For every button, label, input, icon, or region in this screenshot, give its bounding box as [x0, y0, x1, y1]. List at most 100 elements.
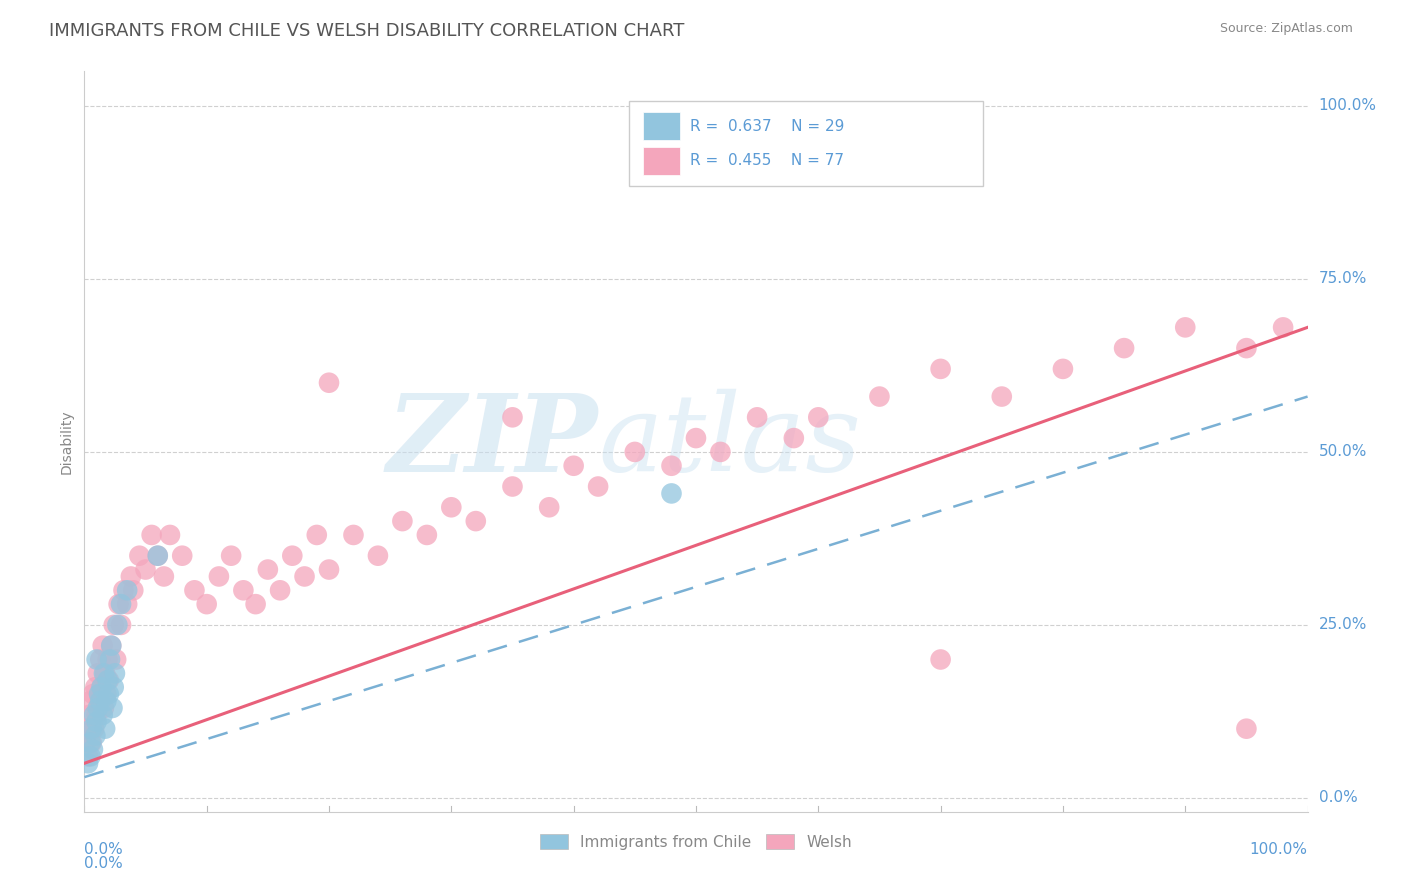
Point — [1236, 341, 1258, 355]
Point — [83, 722, 105, 736]
Text: ZIP: ZIP — [387, 389, 598, 494]
Y-axis label: Disability: Disability — [59, 409, 73, 474]
Point — [159, 528, 181, 542]
Point — [269, 583, 291, 598]
Point — [91, 639, 114, 653]
Point — [96, 694, 118, 708]
Point — [82, 687, 104, 701]
Point — [991, 390, 1014, 404]
Point — [101, 701, 124, 715]
Point — [1272, 320, 1295, 334]
FancyBboxPatch shape — [628, 101, 983, 186]
Point — [929, 362, 952, 376]
Point — [502, 410, 524, 425]
Point — [93, 666, 115, 681]
Point — [257, 563, 280, 577]
Point — [79, 749, 101, 764]
Point — [97, 673, 120, 688]
Bar — [644, 147, 681, 175]
Text: 75.0%: 75.0% — [1319, 271, 1367, 286]
Point — [91, 707, 114, 722]
Text: Source: ZipAtlas.com: Source: ZipAtlas.com — [1219, 22, 1353, 36]
Point — [97, 687, 120, 701]
Point — [1114, 341, 1136, 355]
Text: 0.0%: 0.0% — [84, 842, 124, 857]
Point — [107, 597, 129, 611]
Point — [929, 652, 952, 666]
Point — [94, 722, 117, 736]
Point — [146, 549, 169, 563]
Point — [747, 410, 769, 425]
Point — [97, 652, 120, 666]
Point — [110, 597, 132, 611]
Point — [416, 528, 439, 542]
Point — [103, 680, 125, 694]
Point — [135, 563, 157, 577]
Text: 100.0%: 100.0% — [1250, 842, 1308, 857]
Point — [153, 569, 176, 583]
Point — [80, 735, 103, 749]
Point — [84, 680, 107, 694]
Point — [783, 431, 806, 445]
Bar — [644, 112, 681, 140]
Text: 0.0%: 0.0% — [1319, 790, 1357, 805]
Point — [146, 549, 169, 563]
Point — [367, 549, 389, 563]
Point — [80, 722, 103, 736]
Point — [86, 714, 108, 729]
Point — [100, 639, 122, 653]
Point — [709, 445, 731, 459]
Point — [75, 735, 97, 749]
Point — [305, 528, 328, 542]
Point — [141, 528, 163, 542]
Point — [94, 666, 117, 681]
Point — [105, 618, 128, 632]
Point — [661, 458, 683, 473]
Point — [624, 445, 647, 459]
Point — [89, 694, 111, 708]
Point — [318, 563, 340, 577]
Point — [77, 749, 100, 764]
Legend: Immigrants from Chile, Welsh: Immigrants from Chile, Welsh — [534, 828, 858, 856]
Point — [76, 722, 98, 736]
Point — [586, 479, 609, 493]
Point — [183, 583, 205, 598]
Point — [86, 652, 108, 666]
Text: 50.0%: 50.0% — [1319, 444, 1367, 459]
Point — [122, 583, 145, 598]
Point — [172, 549, 194, 563]
Point — [96, 687, 118, 701]
Point — [105, 652, 128, 666]
Point — [77, 707, 100, 722]
Point — [464, 514, 486, 528]
Point — [562, 458, 585, 473]
Text: 0.0%: 0.0% — [84, 856, 124, 871]
Point — [84, 729, 107, 743]
Point — [661, 486, 683, 500]
Point — [1236, 722, 1258, 736]
Point — [97, 673, 120, 688]
Point — [685, 431, 707, 445]
Point — [98, 652, 121, 666]
Point — [538, 500, 561, 515]
Text: R =  0.637    N = 29: R = 0.637 N = 29 — [690, 119, 844, 134]
Point — [807, 410, 830, 425]
Text: IMMIGRANTS FROM CHILE VS WELSH DISABILITY CORRELATION CHART: IMMIGRANTS FROM CHILE VS WELSH DISABILIT… — [49, 22, 685, 40]
Point — [77, 756, 100, 771]
Point — [232, 583, 254, 598]
Point — [440, 500, 463, 515]
Point — [1052, 362, 1074, 376]
Point — [112, 583, 135, 598]
Point — [115, 597, 138, 611]
Point — [342, 528, 364, 542]
Point — [89, 652, 111, 666]
Point — [87, 701, 110, 715]
Point — [83, 707, 105, 722]
Point — [1174, 320, 1197, 334]
Point — [87, 687, 110, 701]
Point — [90, 680, 112, 694]
Point — [502, 479, 524, 493]
Point — [87, 694, 110, 708]
Point — [195, 597, 218, 611]
Point — [79, 735, 101, 749]
